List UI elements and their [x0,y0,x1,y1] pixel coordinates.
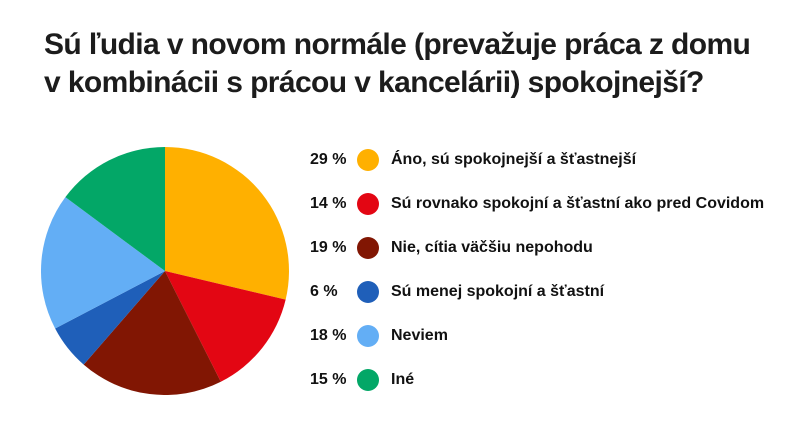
page-title: Sú ľudia v novom normále (prevažuje prác… [44,26,751,102]
legend-label: Sú menej spokojní a šťastní [391,283,605,300]
legend-label: Sú rovnako spokojní a šťastní ako pred C… [391,195,765,212]
legend-color-dot [357,193,379,215]
legend-label: Neviem [391,327,448,344]
pie-slice-2 [165,271,286,382]
legend-label: Nie, cítia väčšiu nepohodu [391,239,593,256]
page-title-line-1: Sú ľudia v novom normále (prevažuje prác… [44,28,751,61]
pie-slice-1 [165,147,289,300]
legend-item-3: 19 % Nie, cítia väčšiu nepohodu [310,226,764,270]
pie-slice-3 [83,271,221,395]
legend-item-4: 6 % Sú menej spokojní a šťastní [310,270,764,314]
legend-color-dot [357,325,379,347]
legend-percent: 29 % [310,151,347,168]
legend-percent: 18 % [310,327,347,344]
legend-color-dot [357,149,379,171]
chart-legend: 29 % Áno, sú spokojnejší a šťastnejší 14 %… [310,138,764,402]
legend-item-1: 29 % Áno, sú spokojnejší a šťastnejší [310,138,764,182]
legend-percent: 19 % [310,239,347,256]
pie-slice-5 [41,197,165,329]
legend-color-dot [357,281,379,303]
legend-percent: 6 % [310,283,338,300]
legend-label: Iné [391,371,415,388]
legend-color-dot [357,369,379,391]
pie-slice-6 [65,147,165,271]
pie-slice-4 [55,271,165,365]
legend-item-2: 14 % Sú rovnako spokojní a šťastní ako pr… [310,182,764,226]
legend-color-dot [357,237,379,259]
pie-chart [41,147,289,395]
legend-item-5: 18 % Neviem [310,314,764,358]
legend-item-6: 15 % Iné [310,358,764,402]
legend-percent: 14 % [310,195,347,212]
legend-percent: 15 % [310,371,347,388]
page-title-line-2: v kombinácii s prácou v kancelárii) spok… [44,66,704,99]
legend-label: Áno, sú spokojnejší a šťastnejší [391,151,637,168]
